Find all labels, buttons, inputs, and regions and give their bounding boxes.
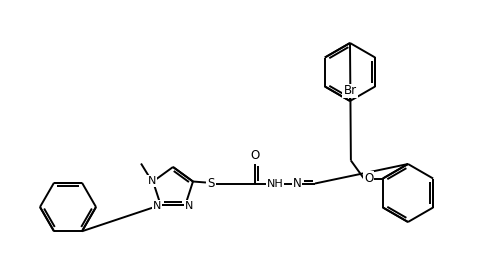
Text: N: N [292,177,301,190]
Text: O: O [250,149,259,162]
Text: S: S [207,177,214,190]
Text: N: N [153,201,161,211]
Text: NH: NH [266,178,283,189]
Text: O: O [364,172,373,185]
Text: N: N [184,201,193,211]
Text: N: N [148,176,156,186]
Text: Br: Br [343,85,356,98]
